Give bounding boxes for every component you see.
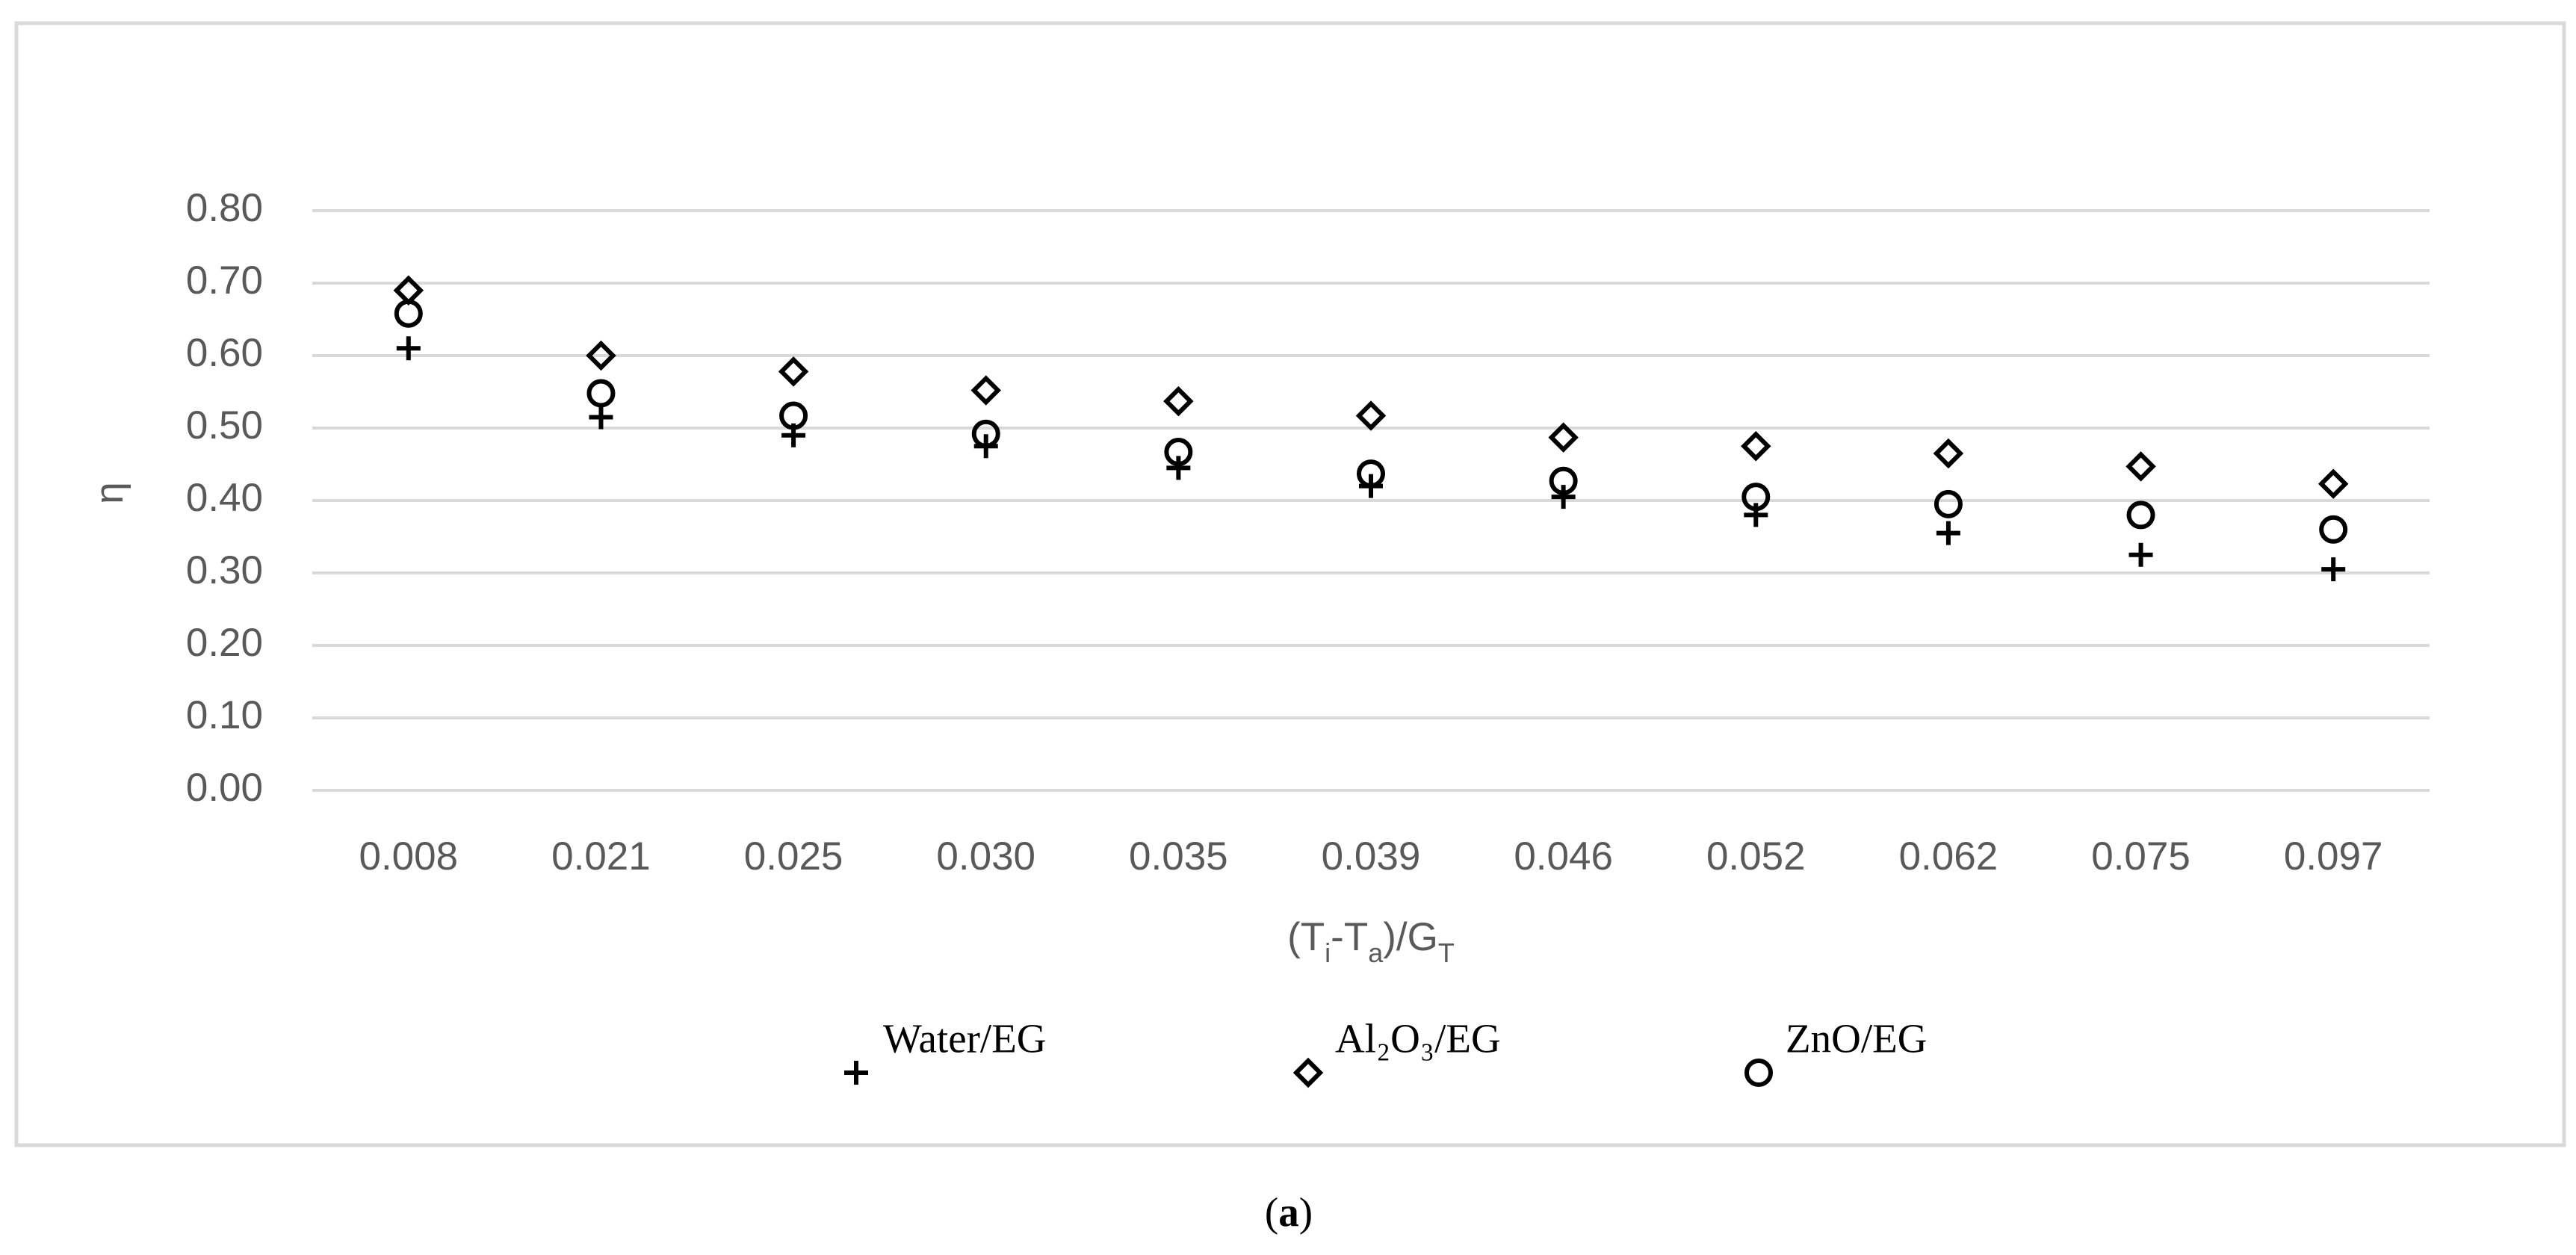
caption-part: a (1278, 1189, 1299, 1235)
caption-part: ( (1265, 1189, 1278, 1235)
legend-label: Al₂O₃/EG (1335, 1016, 1501, 1062)
caption: (a) (1265, 1189, 1313, 1235)
data-point (1741, 483, 1771, 512)
data-point (971, 419, 1000, 448)
x-tick-label: 0.075 (2091, 834, 2190, 878)
x-axis-label-part: T (1438, 938, 1455, 968)
x-tick-label: 0.046 (1514, 834, 1613, 878)
data-point (2319, 515, 2348, 544)
y-tick-label: 0.40 (186, 476, 263, 520)
y-tick-label: 0.00 (186, 766, 263, 810)
data-point (1163, 385, 1194, 417)
data-point (1551, 485, 1576, 509)
y-axis-label: η (87, 482, 131, 503)
x-tick-label: 0.039 (1322, 834, 1421, 878)
data-point (970, 375, 1001, 406)
x-axis-label-part: a (1368, 938, 1384, 968)
caption-part: ) (1299, 1189, 1313, 1235)
data-point (1357, 459, 1385, 489)
data-point (2318, 468, 2349, 499)
data-point (1936, 521, 1960, 545)
y-tick-label: 0.80 (186, 186, 263, 230)
x-axis-label: (Ti-Ta)/GT (1287, 915, 1455, 968)
x-tick-label: 0.030 (936, 834, 1035, 878)
y-tick-label: 0.20 (186, 621, 263, 665)
y-tick-label: 0.50 (186, 403, 263, 447)
y-tick-label: 0.10 (186, 693, 263, 737)
data-point (2125, 451, 2156, 482)
data-point (778, 356, 809, 387)
y-tick-label: 0.30 (186, 548, 263, 592)
x-tick-label: 0.097 (2284, 834, 2383, 878)
data-point (396, 336, 421, 361)
x-tick-label: 0.025 (744, 834, 843, 878)
x-tick-label: 0.035 (1129, 834, 1228, 878)
data-point (1933, 489, 1963, 518)
x-tick-label: 0.052 (1706, 834, 1806, 878)
data-point (1549, 466, 1578, 495)
x-axis-label-part: )/G (1383, 915, 1438, 959)
data-point (586, 379, 616, 408)
data-point (1933, 438, 1964, 469)
data-point (589, 405, 613, 430)
x-tick-label: 0.008 (359, 834, 458, 878)
x-tick-label: 0.062 (1899, 834, 1998, 878)
x-tick-label: 0.021 (551, 834, 651, 878)
data-point (1164, 438, 1193, 467)
x-axis-label-part: (T (1287, 915, 1325, 959)
y-tick-label: 0.70 (186, 258, 263, 303)
y-tick-label: 0.60 (186, 331, 263, 375)
legend-label: Water/EG (883, 1016, 1047, 1062)
data-point (1548, 422, 1579, 453)
x-axis-label-part: i (1325, 938, 1331, 968)
data-point (2321, 557, 2346, 582)
chart-frame (14, 21, 2566, 1147)
legend-marker (844, 1061, 868, 1085)
legend-marker (1744, 1059, 1773, 1087)
data-point (1741, 431, 1771, 462)
data-point (2126, 501, 2155, 530)
data-point (394, 299, 423, 328)
data-point (2128, 542, 2153, 567)
legend-label: ZnO/EG (1786, 1016, 1927, 1062)
legend-marker (1292, 1057, 1324, 1088)
data-point (586, 340, 616, 371)
x-axis-label-part: -T (1331, 915, 1368, 959)
data-point (779, 401, 808, 430)
data-point (1355, 400, 1387, 431)
data-point (1166, 456, 1191, 480)
